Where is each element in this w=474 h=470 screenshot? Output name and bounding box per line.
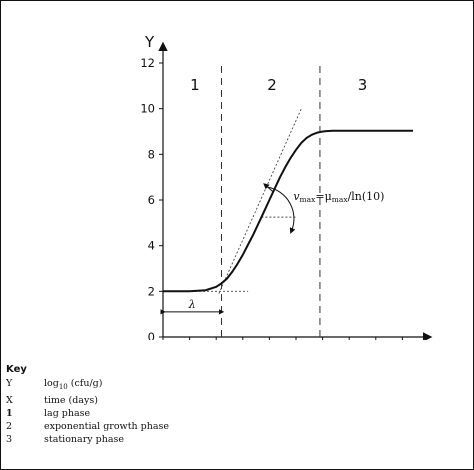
key-row: 3 stationary phase (6, 433, 169, 446)
key-symbol: 3 (6, 433, 13, 445)
y-tick-label: 10 (140, 102, 155, 116)
growth-curve-line (163, 129, 413, 293)
tangent-line (218, 108, 302, 294)
phase-label: 2 (267, 76, 277, 94)
y-tick-label: 0 (148, 330, 155, 340)
y-tick-label: 6 (148, 193, 155, 207)
lambda-label: λ (188, 298, 196, 311)
phase-label: 3 (358, 76, 368, 94)
key-symbol: 1 (6, 407, 13, 419)
key-row: 2 exponential growth phase (6, 420, 169, 433)
chart-labels: XY051015202530354045024681012123λvmax=μm… (140, 33, 384, 340)
key-title: Key (6, 364, 27, 375)
series-layer (163, 129, 413, 293)
y-tick-label: 8 (148, 147, 155, 161)
y-tick-label: 2 (148, 284, 155, 298)
key-description: exponential growth phase (44, 420, 170, 432)
key-description: stationary phase (44, 433, 125, 445)
key-symbol: X (6, 394, 13, 406)
key-description: time (days) (44, 394, 98, 406)
key-symbol: Y (6, 378, 13, 389)
vmax-annotation: vmax=μmax/ln(10) (293, 190, 384, 204)
y-tick-label: 12 (140, 56, 155, 70)
y-axis-letter: Y (144, 33, 155, 51)
growth-curve-chart: XY051015202530354045024681012123λvmax=μm… (140, 33, 433, 340)
phase-label: 1 (190, 76, 200, 94)
key-description: lag phase (44, 407, 91, 419)
y-tick-label: 4 (148, 239, 155, 253)
guide-lines (160, 108, 302, 315)
key-row: 1 lag phase (6, 407, 169, 420)
phase-boundaries (221, 66, 321, 337)
tick-marks (159, 62, 403, 340)
slope-angle-arrow (263, 183, 274, 193)
key-symbol: 2 (6, 420, 13, 432)
key-description: log10 (cfu/g) (44, 378, 103, 391)
